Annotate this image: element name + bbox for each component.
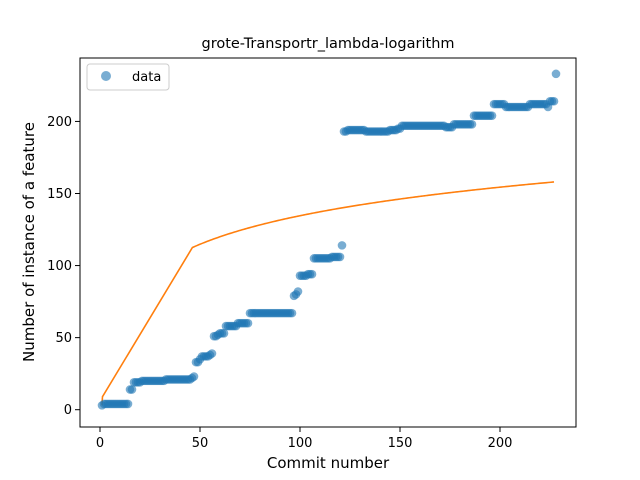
data-point xyxy=(127,385,137,394)
data-point xyxy=(467,120,477,129)
y-tick-label: 0 xyxy=(64,403,72,418)
fit-line xyxy=(101,181,555,406)
data-point xyxy=(337,241,347,250)
legend-marker-data xyxy=(101,71,111,81)
x-tick-label: 50 xyxy=(192,436,209,451)
x-axis: 0 50 100 150 200 xyxy=(96,427,513,451)
axes-frame xyxy=(79,57,577,428)
data-point xyxy=(551,69,561,79)
y-axis-label: Number of instance of a feature xyxy=(20,122,38,362)
y-tick-label: 150 xyxy=(47,187,72,202)
data-point xyxy=(487,111,497,120)
fit-line-layer xyxy=(101,181,555,406)
data-points-layer xyxy=(97,69,561,410)
y-tick-label: 50 xyxy=(55,331,72,346)
data-point xyxy=(123,399,133,409)
data-point xyxy=(189,372,199,381)
y-tick-label: 200 xyxy=(47,115,72,130)
data-point xyxy=(287,308,297,318)
plot-area xyxy=(79,57,577,428)
data-point xyxy=(307,269,317,279)
data-point xyxy=(335,252,345,262)
x-tick-label: 200 xyxy=(488,436,513,451)
data-point xyxy=(243,318,253,328)
legend: data xyxy=(86,63,170,91)
chart-title: grote-Transportr_lambda-logarithm xyxy=(201,36,454,52)
x-tick-label: 0 xyxy=(96,436,104,451)
x-tick-label: 100 xyxy=(288,436,313,451)
x-axis-label: Commit number xyxy=(267,454,390,472)
legend-label-data: data xyxy=(132,70,161,85)
data-point xyxy=(219,329,229,338)
data-point xyxy=(549,96,559,106)
data-point xyxy=(293,287,303,296)
y-tick-label: 100 xyxy=(47,259,72,274)
legend-box xyxy=(86,63,170,91)
data-point xyxy=(207,349,217,358)
x-tick-label: 150 xyxy=(388,436,413,451)
y-axis: 0 50 100 150 200 xyxy=(47,115,80,418)
